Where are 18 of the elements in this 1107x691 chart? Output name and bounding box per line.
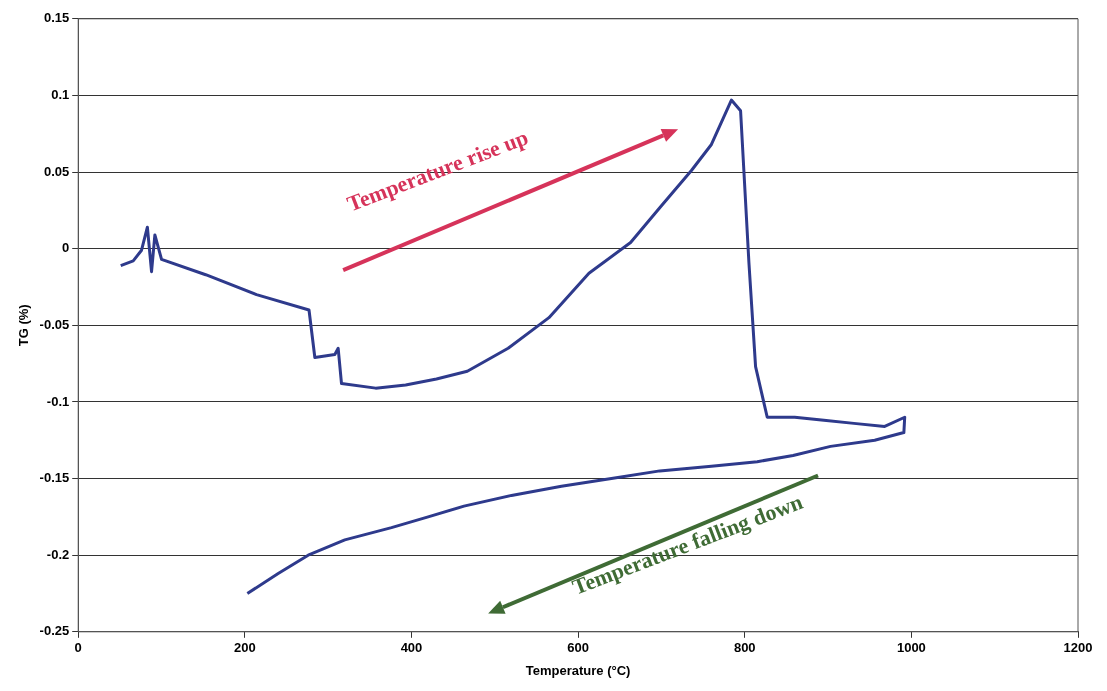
x-axis-title: Temperature (°C) xyxy=(525,662,631,678)
y-tick-label: -0.15 xyxy=(39,470,70,486)
y-tick-label: 0.1 xyxy=(51,87,70,102)
x-tick-label: 400 xyxy=(400,640,423,656)
y-axis-title: TG (%) xyxy=(16,304,32,347)
x-tick-label: 0 xyxy=(74,640,82,656)
x-tick-label: 200 xyxy=(234,640,256,656)
y-tick-label: 0.05 xyxy=(43,163,70,179)
y-tick-label: 0.15 xyxy=(43,10,70,26)
y-tick-label: -0.05 xyxy=(39,316,70,332)
y-tick-label: -0.2 xyxy=(46,546,70,562)
y-tick-label: -0.1 xyxy=(46,393,70,409)
x-tick-label: 1200 xyxy=(1063,640,1093,656)
x-tick-label: 600 xyxy=(567,640,589,656)
y-tick-label: -0.25 xyxy=(39,623,70,639)
y-tick-label: 0 xyxy=(62,240,70,256)
x-tick-label: 1000 xyxy=(896,640,926,656)
x-tick-label: 800 xyxy=(733,640,756,656)
